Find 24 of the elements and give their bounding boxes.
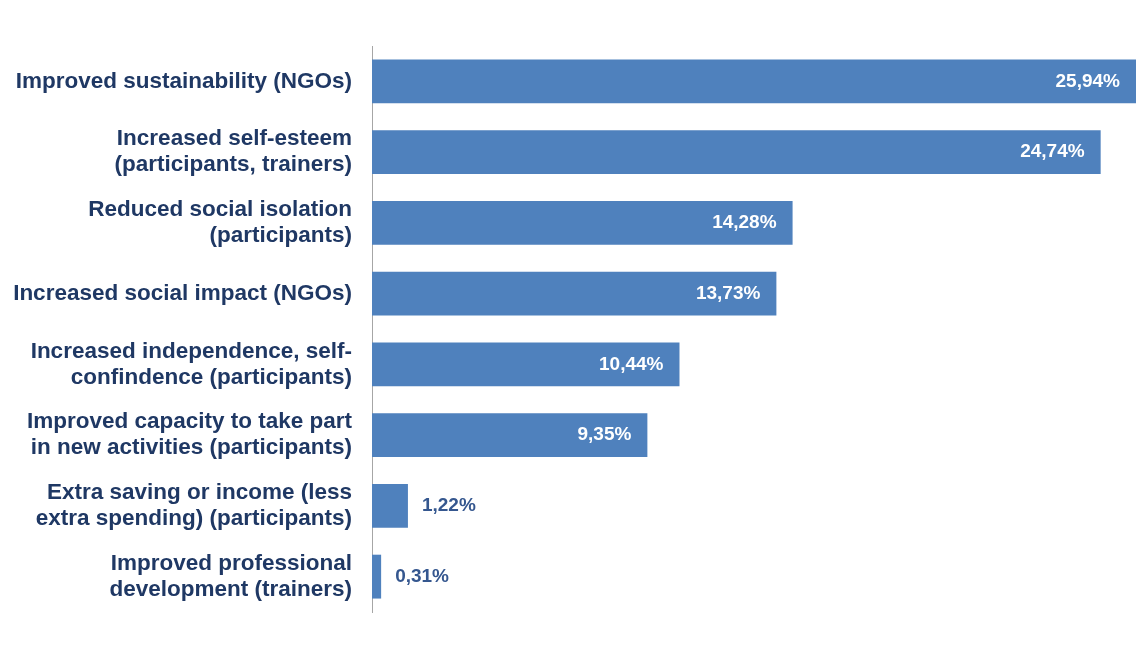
data-label: 25,94% xyxy=(1055,69,1121,91)
data-label: 1,22% xyxy=(421,494,476,516)
y-tick-label: Improved capacity to take part in new activities (participants) xyxy=(26,408,353,460)
bar xyxy=(372,200,793,245)
data-label: 0,31% xyxy=(395,564,450,586)
y-tick-label: Improved sustainability (NGOs) xyxy=(15,67,352,93)
bar xyxy=(372,554,382,599)
y-tick-label: Increased independence, self-confindence (participants) xyxy=(30,337,352,389)
data-label: 9,35% xyxy=(577,423,632,445)
y-tick-label: Improved professional development (trainers) xyxy=(109,549,352,601)
y-tick-label: Increased social impact (NGOs) xyxy=(13,279,352,305)
bar xyxy=(372,413,648,458)
data-label: 13,73% xyxy=(695,281,761,303)
data-label: 14,28% xyxy=(712,211,777,233)
bar xyxy=(372,130,1101,175)
data-label: 10,44% xyxy=(599,352,664,374)
data-label: 24,74% xyxy=(1020,140,1085,162)
bar xyxy=(372,271,777,316)
bar xyxy=(372,483,408,528)
bar xyxy=(372,59,1136,104)
y-tick-label: Increased self-esteem (participants, trainers) xyxy=(114,125,352,177)
bar xyxy=(372,342,680,387)
y-tick-label: Reduced social isolation (participants) xyxy=(88,196,352,248)
y-tick-label: Extra saving or income (less extra spending) (participants) xyxy=(35,479,352,531)
